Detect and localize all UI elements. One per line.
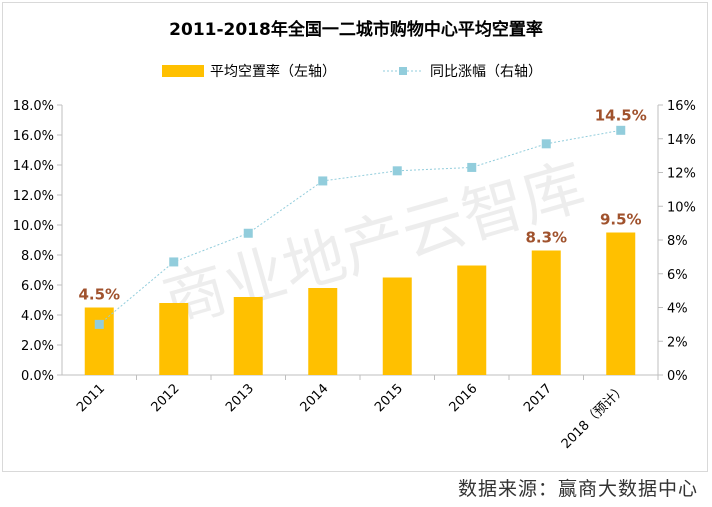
y-right-tick-label: 8% (667, 234, 688, 249)
chart-frame (2, 2, 708, 472)
data-label: 14.5% (595, 106, 647, 124)
y-left-tick-label: 10.0% (13, 219, 54, 234)
y-right-tick-label: 6% (667, 268, 688, 283)
y-left-tick-label: 6.0% (21, 279, 54, 294)
legend-bar-label: 平均空置率（左轴） (210, 63, 336, 80)
data-label: 9.5% (600, 211, 642, 229)
legend-bar-swatch (162, 65, 204, 77)
y-right-tick-label: 16% (667, 99, 696, 114)
y-right-tick-label: 0% (667, 369, 688, 384)
y-left-tick-label: 4.0% (21, 309, 54, 324)
x-tick-label: 2011 (74, 381, 108, 415)
line-point-2012 (169, 257, 179, 267)
y-left-tick-label: 16.0% (13, 129, 54, 144)
line-point-2013 (243, 228, 253, 238)
y-right-tick-label: 10% (667, 200, 696, 215)
line-series (98, 129, 621, 325)
y-left-tick-label: 2.0% (21, 339, 54, 354)
x-tick-label: 2017 (521, 381, 555, 415)
legend-line-label: 同比涨幅（右轴） (430, 64, 542, 80)
x-tick-label: 2012 (149, 381, 183, 415)
y-left-tick-label: 0.0% (21, 369, 54, 384)
y-right-tick-label: 4% (667, 302, 688, 317)
y-right-tick-label: 2% (667, 335, 688, 350)
line-point-2018（预计） (616, 125, 626, 135)
source-note: 数据来源：赢商大数据中心 (457, 478, 698, 500)
bar-2015 (382, 277, 412, 375)
chart-title: 2011-2018年全国一二城市购物中心平均空置率 (169, 19, 543, 40)
x-tick-label: 2013 (223, 381, 257, 415)
bar-2013 (233, 297, 263, 375)
data-label: 4.5% (78, 286, 120, 304)
y-left-tick-label: 8.0% (21, 249, 54, 264)
x-tick-label: 2016 (447, 381, 481, 415)
data-label: 8.3% (525, 229, 567, 247)
line-point-2015 (392, 166, 402, 176)
bar-2018（预计） (606, 232, 636, 375)
line-point-2017 (541, 139, 551, 149)
bar-2017 (531, 250, 561, 375)
x-tick-label: 2015 (372, 381, 406, 415)
y-left-tick-label: 12.0% (13, 189, 54, 204)
y-right-tick-label: 14% (667, 133, 696, 148)
chart-svg: 商业地产云智库2011-2018年全国一二城市购物中心平均空置率平均空置率（左轴… (13, 19, 696, 452)
x-tick-label: 2014 (298, 381, 332, 415)
line-point-2011 (94, 319, 104, 329)
bar-2014 (308, 288, 338, 375)
y-right-tick-label: 12% (667, 167, 696, 182)
bar-2012 (159, 303, 189, 375)
line-point-2014 (318, 176, 328, 186)
bar-2016 (457, 265, 487, 375)
line-point-2016 (467, 162, 477, 172)
bar-2011 (84, 307, 114, 375)
legend-line-marker (399, 67, 407, 75)
y-left-tick-label: 18.0% (13, 99, 54, 114)
x-tick-label: 2018（预计） (559, 381, 630, 452)
y-left-tick-label: 14.0% (13, 159, 54, 174)
